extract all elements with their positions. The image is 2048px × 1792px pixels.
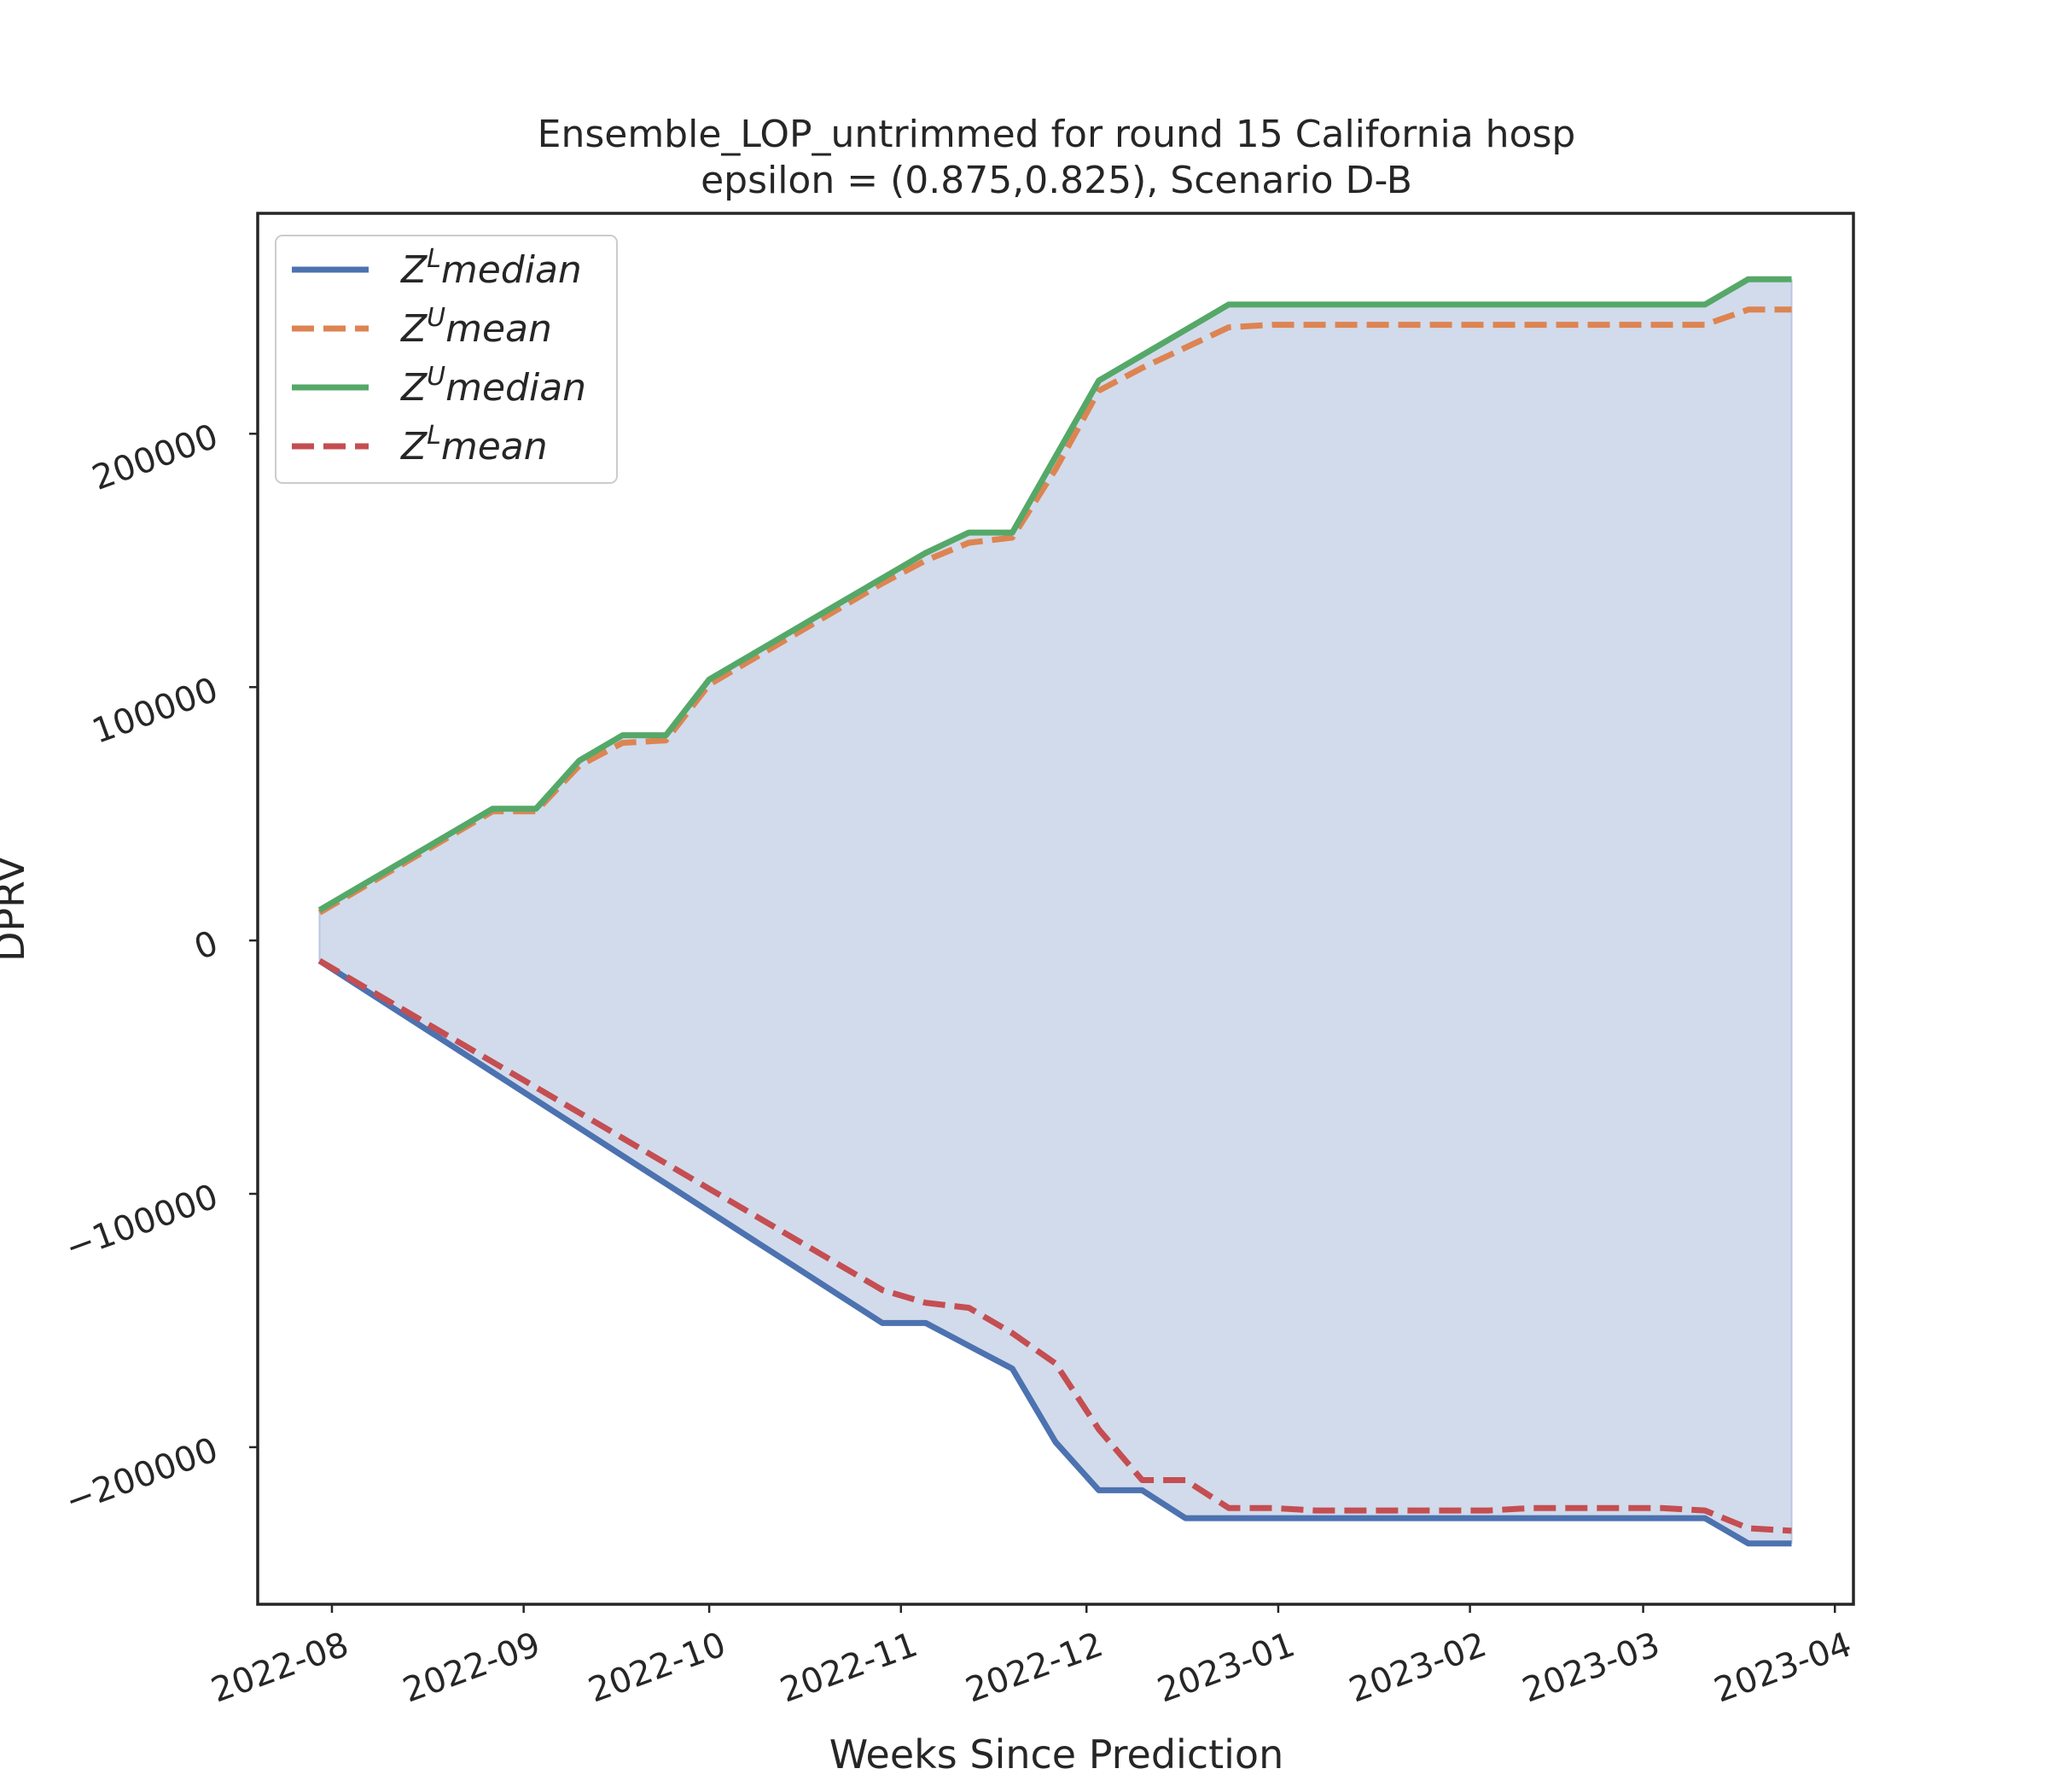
series-layer (317, 276, 1792, 1547)
x-tick-label: 2022-08 (207, 1625, 354, 1710)
x-axis-label: Weeks Since Prediction (829, 1731, 1283, 1777)
chart-subtitle: epsilon = (0.875,0.825), Scenario D-B (701, 159, 1412, 202)
plot-area (256, 212, 1855, 1606)
series-line-zl-median (317, 957, 1792, 1547)
x-tick-label: 2023-03 (1517, 1625, 1665, 1710)
y-axis-label: DPRV (0, 855, 33, 962)
legend-label-zl-median: ZLmedian (400, 244, 582, 292)
x-tick-label: 2022-11 (775, 1625, 922, 1710)
x-tick-label: 2022-09 (398, 1625, 545, 1710)
x-tick-label: 2023-01 (1153, 1625, 1300, 1710)
chart-title: Ensemble_LOP_untrimmed for round 15 Cali… (538, 113, 1576, 156)
x-axis-ticks: 2022-08 2022-09 2022-10 2022-11 2022-12 2023-… (207, 1604, 1857, 1711)
legend-label-zl-mean: ZLmean (400, 421, 548, 468)
y-tick-label: 100000 (87, 670, 223, 751)
y-tick-label: 0 (189, 923, 224, 968)
y-tick-label: −200000 (61, 1430, 224, 1521)
y-tick-label: −100000 (61, 1177, 224, 1268)
x-tick-label: 2022-10 (584, 1625, 731, 1710)
series-line-zu-median (317, 276, 1792, 913)
y-axis-ticks: 200000 100000 0 −100000 −200000 (61, 416, 258, 1521)
band-fill (319, 279, 1792, 1544)
x-tick-label: 2022-12 (961, 1625, 1108, 1710)
legend-label-zu-mean: ZUmean (400, 303, 552, 351)
series-line-zl-mean (317, 957, 1792, 1534)
legend-frame (275, 235, 618, 484)
x-tick-label: 2023-02 (1344, 1625, 1492, 1710)
x-tick-label: 2023-04 (1709, 1625, 1857, 1710)
plot-frame (256, 212, 1855, 1606)
y-tick-label: 200000 (87, 416, 223, 497)
